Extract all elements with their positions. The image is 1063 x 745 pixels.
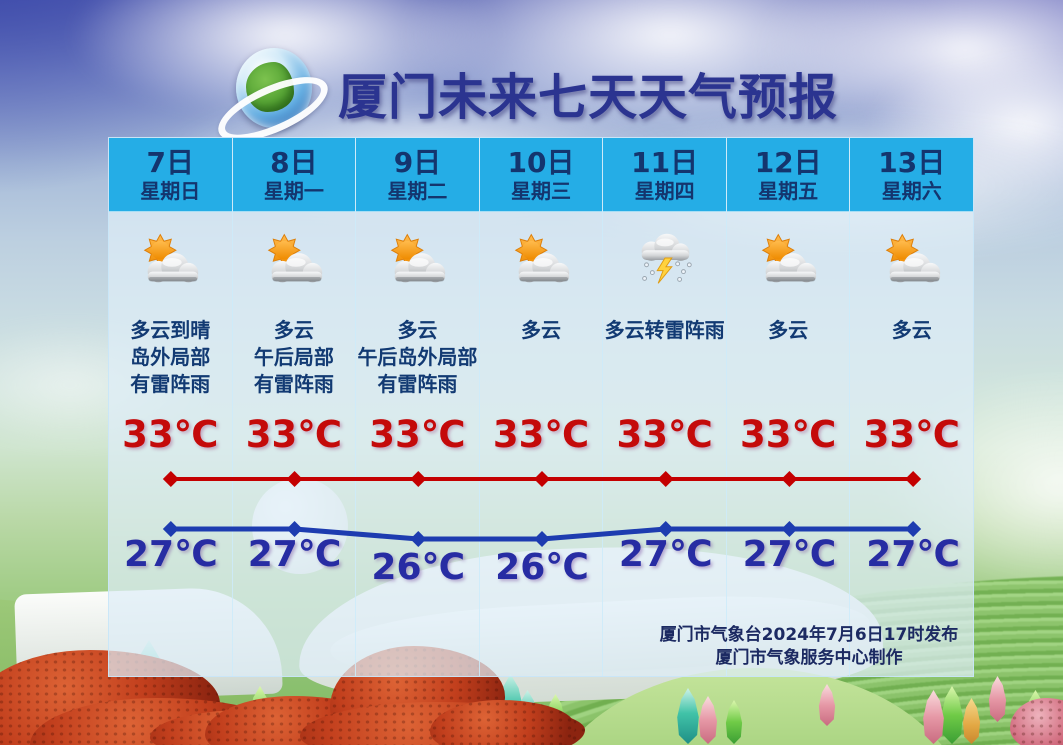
day-header-cell: 12日 星期五 <box>726 138 850 212</box>
low-temp-value: 27℃ <box>618 534 713 575</box>
day-weekday: 星期二 <box>387 178 448 203</box>
globe-ring-logo-icon <box>209 46 337 155</box>
day-date: 9日 <box>393 145 442 179</box>
high-temp-value: 33℃ <box>122 413 219 456</box>
day-column: 13日 星期六 多云 33℃ <box>850 138 974 676</box>
weather-description: 多云 <box>521 318 562 342</box>
weather-description: 多云 午后岛外局部 有雷阵雨 <box>357 318 478 396</box>
tree-icon <box>941 686 963 744</box>
day-column: 9日 星期二 多云 午后岛外局部 有雷阵雨 33℃ <box>356 138 480 676</box>
flower-bush <box>430 700 575 745</box>
low-temp-value: 26℃ <box>495 547 589 588</box>
low-temp-value: 27℃ <box>124 534 218 575</box>
day-weekday: 星期五 <box>758 178 819 203</box>
tree-icon <box>818 684 836 726</box>
issue-line: 厦门市气象台2024年7月6日17时发布 <box>659 625 959 645</box>
day-header-cell: 10日 星期三 <box>479 138 603 212</box>
weather-description: 多云 午后局部 有雷阵雨 <box>253 318 334 396</box>
day-date: 8日 <box>270 145 318 179</box>
day-column: 12日 星期五 多云 33℃ <box>726 138 851 676</box>
day-date: 7日 <box>146 145 195 179</box>
low-temp-value: 27℃ <box>247 534 342 575</box>
tree-icon <box>962 698 981 744</box>
forecast-columns: 7日 星期日 多云到晴 岛外局部 有雷阵雨 33℃ 8日 星期一 多云 午后局部… <box>109 138 974 676</box>
weather-description: 多云 <box>891 318 932 342</box>
high-temp-value: 33℃ <box>369 413 466 456</box>
low-temp-value: 27℃ <box>742 534 837 575</box>
day-column: 8日 星期一 多云 午后局部 有雷阵雨 33℃ <box>232 138 357 676</box>
day-date: 11日 <box>631 145 699 179</box>
weather-icon-cell <box>850 212 973 308</box>
day-column: 7日 星期日 多云到晴 岛外局部 有雷阵雨 33℃ <box>109 138 233 676</box>
day-header-cell: 11日 星期四 <box>603 138 726 212</box>
weather-icon-cell <box>233 212 356 308</box>
thunder-cloud-icon <box>630 231 700 289</box>
weather-description: 多云转雷阵雨 <box>604 318 725 342</box>
sun-cloud-icon <box>506 231 576 289</box>
sun-cloud-icon <box>382 231 452 289</box>
day-header-cell: 7日 星期日 <box>109 138 232 212</box>
low-temp-value: 26℃ <box>371 547 466 588</box>
day-date: 13日 <box>878 145 946 179</box>
producer-line: 厦门市气象服务中心制作 <box>715 648 903 668</box>
tree-icon <box>988 676 1007 722</box>
weather-description: 多云到晴 岛外局部 有雷阵雨 <box>130 318 211 396</box>
weather-icon-cell <box>727 212 850 308</box>
day-weekday: 星期一 <box>263 178 324 203</box>
high-temp-value: 33℃ <box>740 413 837 456</box>
day-weekday: 星期三 <box>511 178 572 203</box>
day-column: 10日 星期三 多云 33℃ <box>479 138 604 676</box>
day-weekday: 星期四 <box>634 178 695 203</box>
day-column: 11日 星期四 多云转雷阵雨 33℃ <box>603 138 727 676</box>
weather-icon-cell <box>603 212 726 308</box>
day-date: 10日 <box>507 145 575 179</box>
day-weekday: 星期日 <box>140 178 201 203</box>
weather-icon-cell <box>356 212 479 308</box>
globe-land-icon <box>246 62 294 112</box>
high-temp-value: 33℃ <box>245 413 343 456</box>
tree-icon <box>677 688 699 744</box>
low-temp-value: 27℃ <box>866 534 960 575</box>
page-title: 厦门未来七天天气预报 <box>338 69 839 126</box>
sun-cloud-icon <box>753 231 823 289</box>
weather-icon-cell <box>480 212 603 308</box>
forecast-table: 7日 星期日 多云到晴 岛外局部 有雷阵雨 33℃ 8日 星期一 多云 午后局部… <box>108 137 974 677</box>
sun-cloud-icon <box>135 231 205 289</box>
flower-bush <box>1010 698 1063 745</box>
day-weekday: 星期六 <box>881 178 942 203</box>
tree-icon <box>923 690 944 744</box>
day-header-cell: 8日 星期一 <box>232 138 356 212</box>
day-header-cell: 9日 星期二 <box>356 138 479 212</box>
sun-cloud-icon <box>259 231 329 289</box>
day-date: 12日 <box>754 145 822 179</box>
weather-icon-cell <box>109 212 232 308</box>
high-temp-value: 33℃ <box>616 413 713 456</box>
tree-icon <box>725 700 743 744</box>
day-header-cell: 13日 星期六 <box>850 138 974 212</box>
issue-info: 厦门市气象台2024年7月6日17时发布 厦门市气象服务中心制作 <box>624 624 994 670</box>
high-temp-value: 33℃ <box>863 413 960 456</box>
sun-cloud-icon <box>877 231 947 289</box>
weather-description: 多云 <box>768 318 809 342</box>
tree-icon <box>699 696 717 744</box>
high-temp-value: 33℃ <box>492 413 590 456</box>
